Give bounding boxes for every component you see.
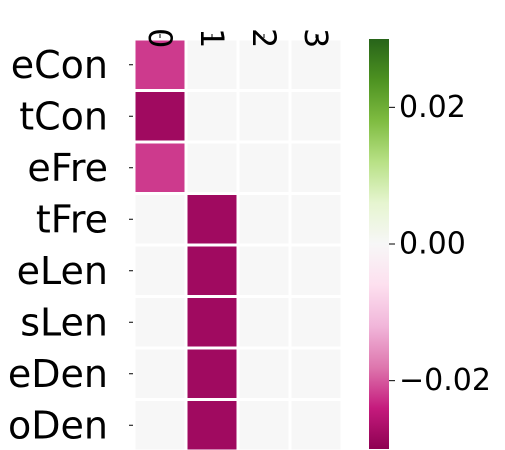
heatmap-cell xyxy=(236,192,292,247)
heatmap-cell xyxy=(132,140,188,195)
y-tick-label: oDen xyxy=(8,403,108,447)
heatmap-cell xyxy=(132,89,188,144)
heatmap-cells xyxy=(132,37,344,450)
heatmap-cell xyxy=(288,398,344,450)
colorbar-ticks: 0.02 0.00 −0.02 xyxy=(389,90,491,398)
heatmap-cell xyxy=(184,140,240,195)
heatmap-cell xyxy=(184,346,240,401)
heatmap-cell xyxy=(288,37,344,92)
colorbar-tick-label: 0.00 xyxy=(399,227,466,262)
heatmap-cell xyxy=(288,192,344,247)
colorbar xyxy=(369,39,389,449)
heatmap-cell xyxy=(288,140,344,195)
y-tick-label: eFre xyxy=(27,146,108,190)
colorbar-tick-label: −0.02 xyxy=(399,363,491,398)
heatmap-cell xyxy=(132,346,188,401)
y-tick-label: eLen xyxy=(17,249,108,293)
heatmap-cell xyxy=(236,398,292,450)
heatmap-cell xyxy=(184,295,240,350)
colorbar-tick-label: 0.02 xyxy=(399,90,466,125)
y-tick-label: tCon xyxy=(19,94,108,138)
y-tick-label: tFre xyxy=(36,197,108,241)
heatmap-cell xyxy=(184,192,240,247)
x-tick-label: 1 xyxy=(193,28,231,48)
x-tick-label: 3 xyxy=(297,28,335,48)
y-tick-label: sLen xyxy=(20,300,108,344)
heatmap-cell xyxy=(132,398,188,450)
y-axis-ticks: eCon tCon eFre tFre eLen sLen eDen oDen xyxy=(8,43,133,447)
heatmap-cell xyxy=(184,243,240,298)
heatmap-cell xyxy=(288,89,344,144)
heatmap-cell xyxy=(184,89,240,144)
heatmap-cell xyxy=(132,295,188,350)
x-tick-label: 0 xyxy=(141,28,179,48)
heatmap-cell xyxy=(288,346,344,401)
y-tick-label: eCon xyxy=(11,43,108,87)
y-tick-label: eDen xyxy=(8,352,108,396)
x-tick-label: 2 xyxy=(245,28,283,48)
heatmap-cell xyxy=(236,243,292,298)
heatmap-cell xyxy=(132,192,188,247)
heatmap-cell xyxy=(236,89,292,144)
heatmap-cell xyxy=(288,295,344,350)
heatmap-cell xyxy=(236,140,292,195)
heatmap-cell xyxy=(236,346,292,401)
heatmap-cell xyxy=(132,243,188,298)
heatmap-cell xyxy=(184,398,240,450)
heatmap-cell xyxy=(236,295,292,350)
heatmap-cell xyxy=(288,243,344,298)
